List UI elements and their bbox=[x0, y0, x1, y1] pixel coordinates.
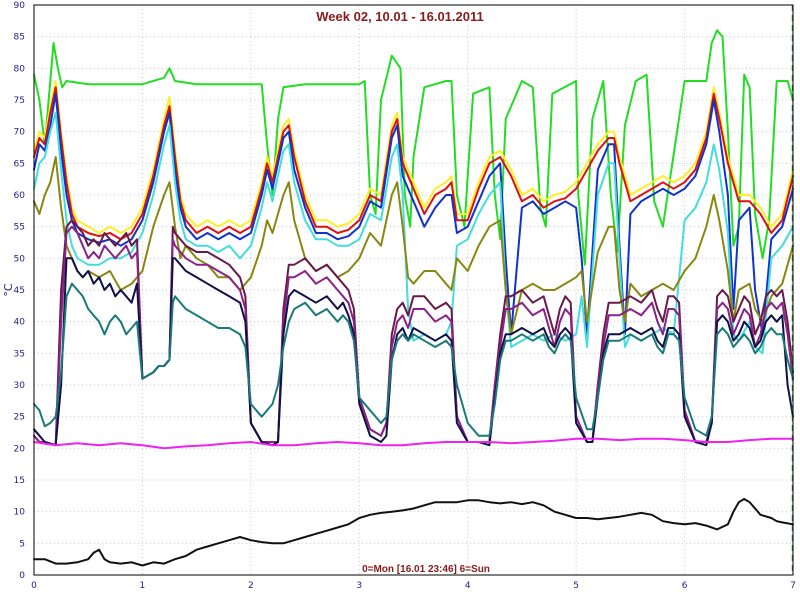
y-tick-label: 15 bbox=[14, 476, 25, 486]
x-tick-label: 3 bbox=[356, 581, 362, 591]
chart-footer: 0=Mon [16.01 23:46] 6=Sun bbox=[362, 564, 490, 575]
y-tick-label: 70 bbox=[14, 128, 26, 138]
x-tick-label: 4 bbox=[465, 581, 471, 591]
y-tick-label: 75 bbox=[14, 96, 25, 106]
y-axis-label: °C bbox=[2, 283, 15, 297]
y-tick-label: 10 bbox=[14, 508, 26, 518]
x-axis-ticks: 0 1 2 3 4 5 6 7 bbox=[31, 581, 796, 591]
x-tick-label: 1 bbox=[140, 581, 146, 591]
x-tick-label: 0 bbox=[31, 581, 37, 591]
y-tick-label: 85 bbox=[14, 33, 25, 43]
series-line-2 bbox=[33, 80, 794, 234]
grid bbox=[34, 5, 793, 575]
series-line-10 bbox=[33, 282, 794, 437]
series-line-4 bbox=[33, 92, 794, 336]
x-tick-label: 2 bbox=[248, 581, 254, 591]
y-tick-label: 50 bbox=[14, 254, 26, 264]
y-tick-label: 80 bbox=[14, 64, 26, 74]
series-line-6 bbox=[33, 156, 794, 336]
series-line-1 bbox=[33, 29, 794, 266]
series-line-12 bbox=[33, 498, 794, 567]
x-tick-label: 6 bbox=[682, 581, 688, 591]
series-line-5 bbox=[33, 111, 794, 355]
y-axis-ticks: 0 5 10 15 20 25 30 35 40 45 50 55 60 65 70 75 80 85 90 bbox=[14, 1, 26, 581]
series-group bbox=[33, 29, 794, 567]
y-tick-label: 90 bbox=[14, 1, 26, 11]
y-tick-label: 30 bbox=[14, 381, 26, 391]
y-tick-label: 25 bbox=[14, 413, 25, 423]
y-tick-label: 0 bbox=[19, 571, 25, 581]
x-tick-label: 5 bbox=[573, 581, 579, 591]
y-tick-label: 5 bbox=[19, 539, 25, 549]
y-tick-label: 35 bbox=[14, 349, 25, 359]
chart-title: Week 02, 10.01 - 16.01.2011 bbox=[316, 9, 483, 24]
series-line-11 bbox=[33, 437, 794, 450]
y-tick-label: 45 bbox=[14, 286, 25, 296]
x-tick-label: 7 bbox=[790, 581, 796, 591]
y-tick-label: 65 bbox=[14, 159, 25, 169]
series-line-9 bbox=[33, 257, 794, 447]
series-line-3 bbox=[33, 86, 794, 241]
plot-frame bbox=[33, 4, 794, 576]
y-tick-label: 20 bbox=[14, 444, 26, 454]
y-tick-label: 60 bbox=[14, 191, 26, 201]
y-tick-label: 55 bbox=[14, 223, 25, 233]
y-tick-label: 40 bbox=[14, 318, 26, 328]
